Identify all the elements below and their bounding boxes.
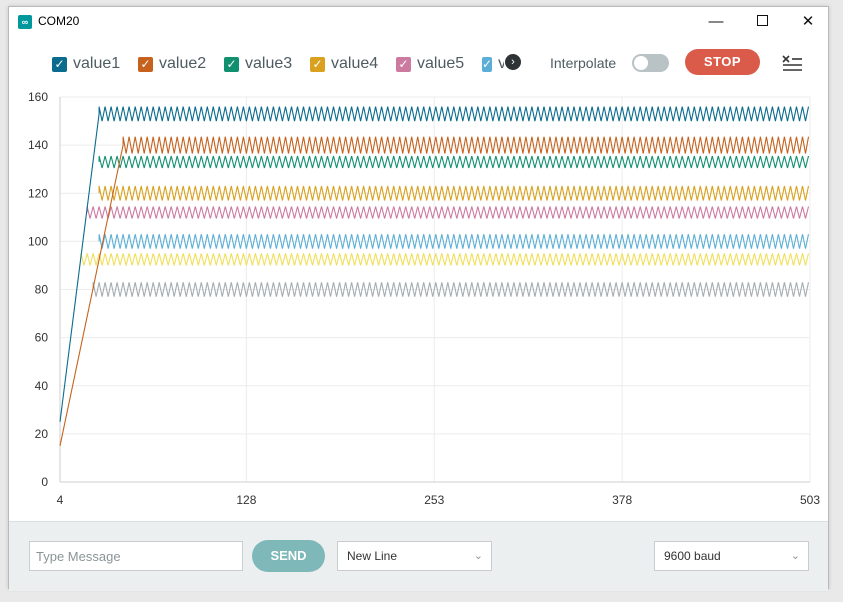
- y-tick-label: 40: [35, 379, 49, 393]
- series-line-value7: [80, 253, 810, 266]
- series-line-value4: [98, 185, 810, 201]
- legend-label: value4: [331, 55, 379, 72]
- maximize-button[interactable]: [739, 7, 785, 37]
- minimize-button[interactable]: —: [693, 7, 739, 37]
- send-button[interactable]: SEND: [252, 540, 325, 572]
- y-tick-label: 160: [28, 90, 48, 104]
- checkbox-value5[interactable]: ✓: [396, 56, 411, 72]
- legend-item-value4[interactable]: ✓ value4: [310, 55, 378, 73]
- y-tick-label: 140: [28, 138, 48, 152]
- interpolate-label: Interpolate: [550, 55, 617, 71]
- clear-plot-icon[interactable]: [781, 53, 803, 73]
- legend-item-value6[interactable]: ✓ v: [482, 55, 504, 73]
- message-bar: SEND New Line ⌄ 9600 baud ⌄: [9, 521, 828, 591]
- legend-item-value3[interactable]: ✓ value3: [224, 55, 292, 73]
- y-tick-label: 60: [35, 331, 49, 345]
- legend-item-value2[interactable]: ✓ value2: [138, 55, 206, 73]
- interpolate-toggle[interactable]: [632, 54, 669, 72]
- serial-plotter-window: ∞ COM20 — ✕ ✓ value1 ✓ value2 ✓ value3 ✓…: [8, 6, 829, 591]
- maximize-icon: [756, 15, 768, 27]
- close-icon: ✕: [801, 13, 815, 30]
- legend-label: value1: [73, 55, 121, 72]
- baud-rate-value: 9600 baud: [664, 549, 721, 563]
- scroll-legend-button[interactable]: ›: [505, 54, 521, 70]
- plot-chart: 0 20 40 60 80 100 120 140 160 4 128 253 378 503: [28, 90, 820, 507]
- minimize-icon: —: [708, 13, 724, 30]
- stop-button[interactable]: STOP: [685, 49, 760, 75]
- chevron-right-icon: ›: [511, 56, 515, 68]
- legend-item-value1[interactable]: ✓ value1: [52, 55, 120, 73]
- legend-label: value5: [417, 55, 465, 72]
- checkbox-value6[interactable]: ✓: [482, 56, 493, 72]
- x-tick-label: 4: [57, 493, 64, 507]
- series-line-value1: [59, 106, 810, 422]
- y-tick-label: 120: [28, 186, 48, 200]
- legend-label: value2: [159, 55, 207, 72]
- line-ending-value: New Line: [347, 549, 398, 563]
- window-title: COM20: [38, 14, 80, 28]
- x-tick-label: 253: [424, 493, 444, 507]
- legend-label: value3: [245, 55, 293, 72]
- baud-rate-select[interactable]: 9600 baud ⌄: [654, 541, 809, 571]
- toggle-knob: [634, 56, 648, 70]
- series-line-value2: [59, 136, 810, 447]
- checkbox-value2[interactable]: ✓: [138, 56, 153, 72]
- y-tick-label: 80: [35, 283, 49, 297]
- close-button[interactable]: ✕: [785, 7, 831, 37]
- checkbox-value3[interactable]: ✓: [224, 56, 239, 72]
- y-tick-label: 0: [41, 475, 48, 489]
- y-tick-label: 100: [28, 234, 48, 248]
- arduino-icon: ∞: [18, 15, 32, 29]
- legend-label: v: [498, 55, 504, 72]
- y-tick-label: 20: [35, 427, 49, 441]
- x-tick-label: 128: [236, 493, 256, 507]
- series-line-value8: [92, 282, 810, 297]
- line-ending-select[interactable]: New Line ⌄: [337, 541, 492, 571]
- title-bar: ∞ COM20 — ✕: [9, 7, 828, 37]
- checkbox-value1[interactable]: ✓: [52, 56, 67, 72]
- series-line-value5: [86, 206, 810, 219]
- checkbox-value4[interactable]: ✓: [310, 56, 325, 72]
- plotter-toolbar: ✓ value1 ✓ value2 ✓ value3 ✓ value4 ✓ va…: [9, 47, 828, 79]
- x-tick-label: 503: [800, 493, 820, 507]
- chevron-down-icon: ⌄: [473, 550, 483, 562]
- message-input[interactable]: [29, 541, 243, 571]
- legend-item-value5[interactable]: ✓ value5: [396, 55, 464, 73]
- chevron-down-icon: ⌄: [790, 550, 800, 562]
- series-line-value3: [98, 155, 810, 169]
- x-tick-label: 378: [612, 493, 632, 507]
- series-line-value6: [98, 234, 810, 249]
